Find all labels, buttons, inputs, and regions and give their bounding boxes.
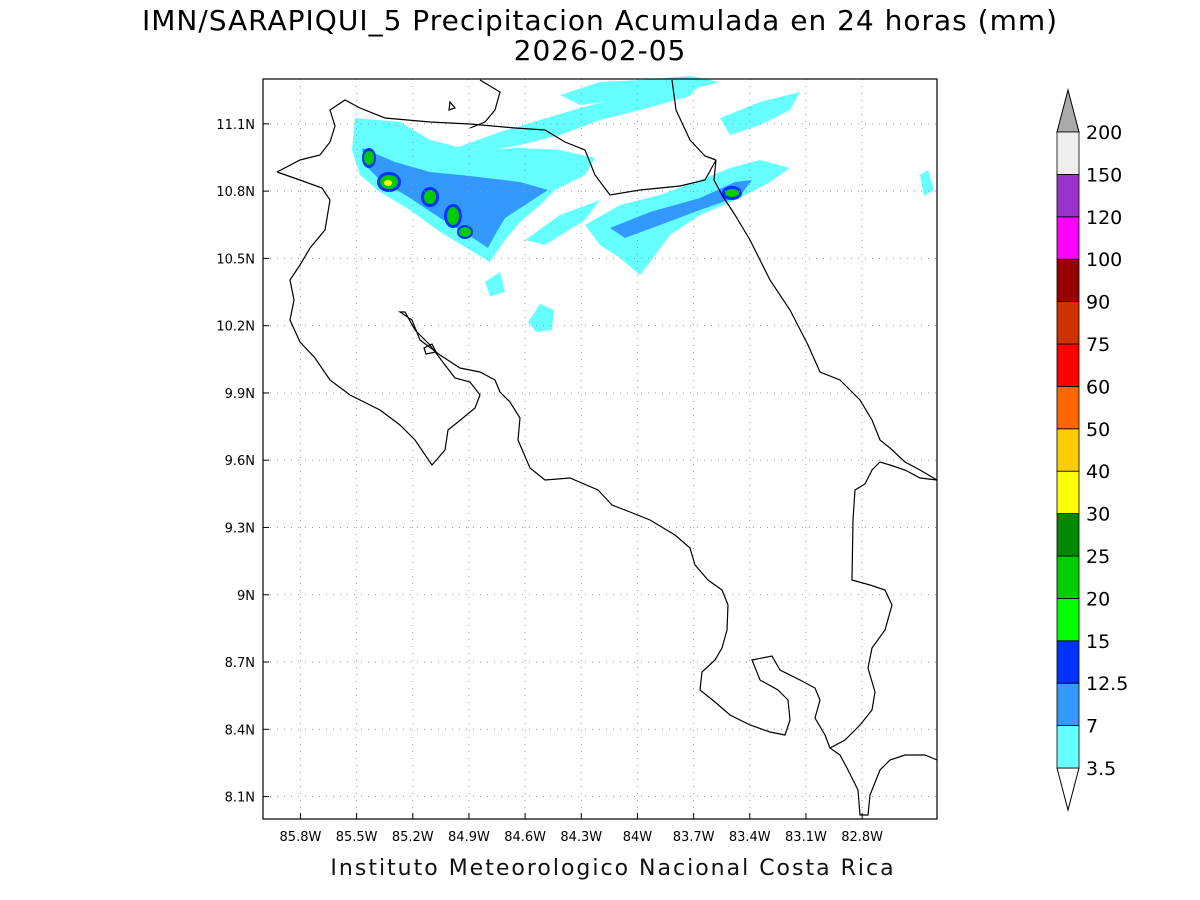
legend-level-label: 200: [1086, 122, 1122, 144]
lake-islet: [448, 100, 457, 111]
grid: [263, 79, 937, 819]
southern-coast: [829, 747, 938, 816]
x-tick-label: 83.4W: [729, 830, 771, 845]
x-tick-label: 85.5W: [336, 830, 378, 845]
y-tick-label: 10.8N: [216, 185, 255, 200]
y-tick-label: 10.5N: [216, 252, 255, 267]
legend-level-label: 60: [1086, 376, 1110, 398]
legend-swatch: [1056, 131, 1080, 175]
precipitation-field: [352, 76, 934, 332]
y-tick-label: 8.7N: [225, 656, 255, 671]
legend-level-label: 3.5: [1086, 758, 1116, 780]
y-tick-label: 11.1N: [216, 118, 255, 133]
legend-level-label: 15: [1086, 631, 1110, 653]
footer-credit: Instituto Meteorologico Nacional Costa R…: [330, 856, 896, 881]
rain-area-streak: [525, 200, 600, 245]
y-tick-label: 10.2N: [216, 320, 255, 335]
x-axis: 85.8W 85.5W 85.2W 84.9W 84.6W 84.3W 84W 83.7W 83…: [280, 813, 883, 845]
y-tick-label: 8.1N: [225, 791, 255, 806]
legend-level-label: 150: [1086, 164, 1122, 186]
legend-swatch: [1056, 598, 1080, 642]
legend-level-label: 50: [1086, 419, 1110, 441]
rain-peak: [384, 180, 392, 186]
legend-swatch: [1056, 173, 1080, 218]
legend-swatch: [1056, 216, 1080, 260]
map-date: 2026-02-05: [513, 34, 687, 67]
legend-swatch: [1056, 428, 1080, 472]
panama-border: [671, 79, 717, 161]
x-tick-label: 84W: [623, 830, 653, 845]
x-tick-label: 84.3W: [560, 830, 602, 845]
legend-level-label: 40: [1086, 461, 1110, 483]
legend-swatch: [1056, 385, 1080, 430]
coastline: [276, 79, 938, 816]
y-tick-label: 9.6N: [225, 454, 255, 469]
legend-top-arrow: [1056, 88, 1080, 133]
legend-level-label: 30: [1086, 504, 1110, 526]
y-tick-label: 9.3N: [225, 521, 255, 536]
x-tick-label: 83.7W: [673, 830, 715, 845]
rain-area-small-2: [920, 170, 934, 196]
legend-level-label: 25: [1086, 546, 1110, 568]
caribbean-coast: [721, 194, 938, 481]
map-frame: [262, 78, 938, 820]
legend-swatch: [1056, 343, 1080, 387]
legend-swatch: [1056, 682, 1080, 727]
rain-7-northeast: [610, 180, 752, 238]
legend-swatch: [1056, 640, 1080, 684]
y-axis: 11.1N 10.8N 10.5N 10.2N 9.9N 9.6N 9.3N 9N 8.7N 8.…: [216, 118, 269, 806]
legend-level-label: 90: [1086, 292, 1110, 314]
x-tick-label: 83.1W: [785, 830, 827, 845]
rain-area-southern-blob: [528, 304, 554, 332]
y-tick-label: 8.4N: [225, 723, 255, 738]
legend-swatch: [1056, 555, 1080, 599]
rain-area-east-strip: [720, 92, 800, 135]
rain-7-northwest: [362, 148, 548, 248]
legend-level-label: 7: [1086, 716, 1098, 738]
legend-level-label: 120: [1086, 207, 1122, 229]
legend-level-label: 12.5: [1086, 673, 1128, 695]
x-tick-label: 84.6W: [504, 830, 546, 845]
rain-area-north-strip: [560, 76, 720, 105]
y-tick-label: 9.9N: [225, 387, 255, 402]
legend-level-label: 20: [1086, 588, 1110, 610]
legend-swatch: [1056, 725, 1080, 769]
legend-level-label: 100: [1086, 249, 1122, 271]
y-tick-label: 9N: [237, 589, 255, 604]
legend-swatch: [1056, 470, 1080, 515]
legend-swatch: [1056, 513, 1080, 557]
nicaragua-border: [276, 99, 723, 196]
rain-area-small-1: [485, 272, 505, 296]
x-tick-label: 84.9W: [448, 830, 490, 845]
x-tick-label: 82.8W: [841, 830, 883, 845]
legend-swatch: [1056, 301, 1080, 345]
legend-level-label: 75: [1086, 334, 1110, 356]
x-tick-label: 85.8W: [280, 830, 322, 845]
legend-swatch: [1056, 258, 1080, 303]
pacific-coast: [276, 171, 938, 749]
color-legend: 3.5 7 12.5 15 20 25 30 40 50 60 75 90 100 120 150 200: [1056, 88, 1128, 812]
small-island: [423, 343, 437, 355]
north-coast-segment: [469, 79, 501, 129]
map-title: IMN/SARAPIQUI_5 Precipitacion Acumulada …: [141, 4, 1059, 37]
legend-bottom-arrow: [1056, 767, 1080, 812]
x-tick-label: 85.2W: [392, 830, 434, 845]
